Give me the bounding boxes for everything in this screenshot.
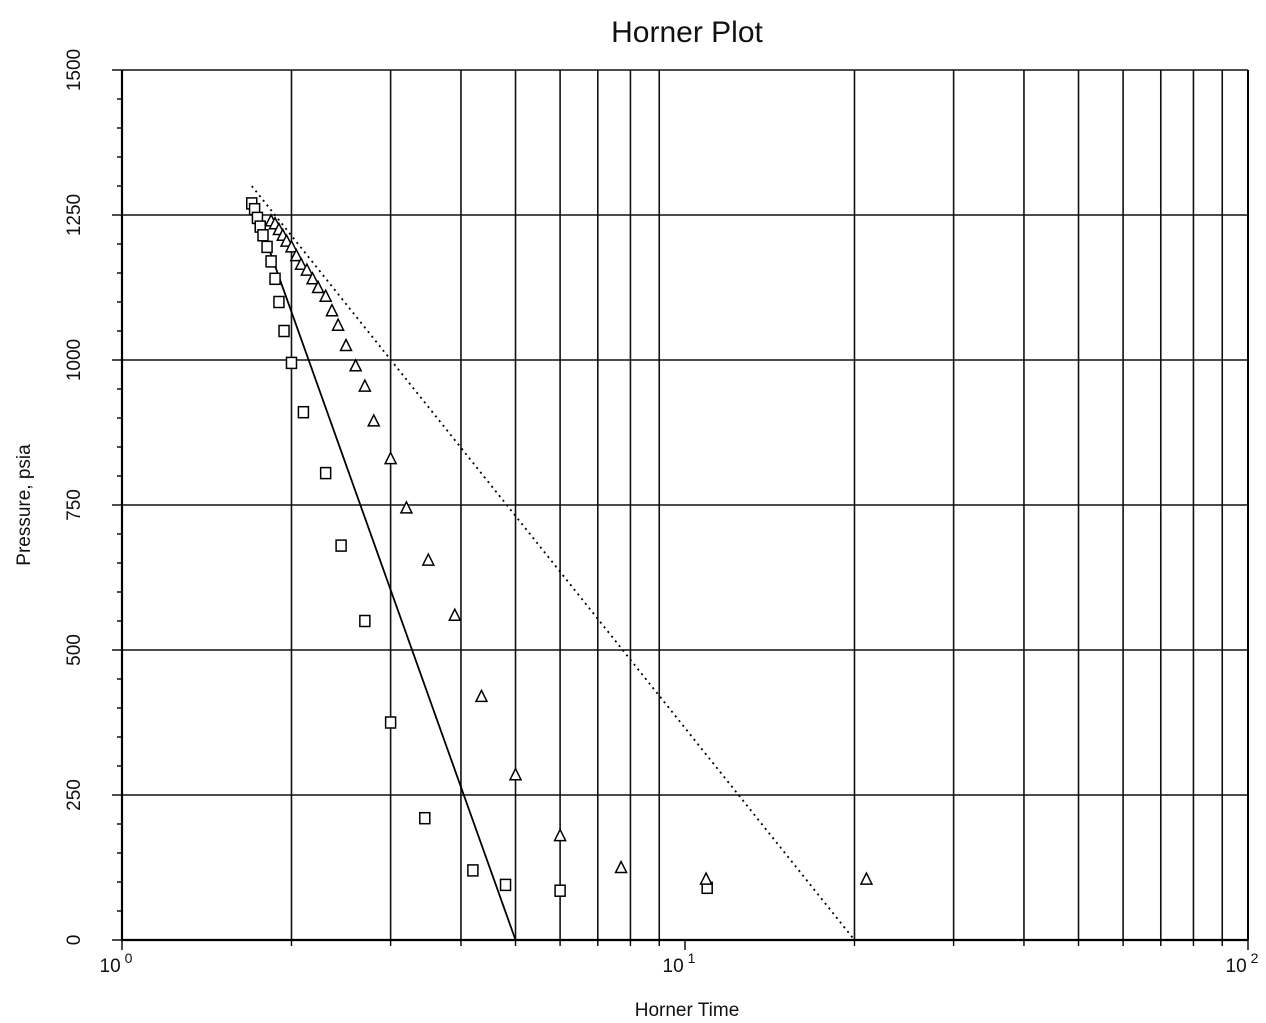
y-tick-label: 1000 [64,339,85,381]
data-markers [245,197,874,897]
triangle-marker [318,288,333,302]
y-tick-label: 500 [64,634,85,666]
triangle-marker [284,239,299,253]
y-tick-label: 250 [64,779,85,811]
triangle-marker [305,271,320,285]
triangle-marker [294,256,308,271]
triangle-marker [508,767,523,781]
square-marker [285,356,298,370]
x-tick-label: 10 0 [100,950,133,977]
dotted-trend-line [251,185,856,941]
solid-trend-line [250,200,517,941]
triangle-marker [348,358,363,372]
square-marker [499,878,512,892]
x-tick-labels: 10 0 10 1 10 2 [100,950,1259,977]
square-marker [419,811,431,825]
triangle-marker [383,450,398,465]
triangle-marker [448,607,462,621]
triangle-marker [339,337,353,352]
square-marker [297,405,310,419]
square-marker [273,295,285,309]
triangle-marker [311,279,325,294]
square-marker [278,324,290,338]
square-marker [554,884,566,897]
x-tick-label: 10 1 [663,950,696,977]
square-marker [265,255,277,268]
square-marker [384,716,397,729]
y-tick-label: 1500 [64,49,85,91]
triangle-marker [331,317,345,331]
chart-title: Horner Plot [611,16,763,49]
triangle-marker [859,871,874,885]
grid [122,69,1248,940]
triangle-marker [399,500,414,514]
triangle-marker [300,262,314,276]
triangle-marker [367,413,381,427]
triangle-marker [421,552,436,566]
y-tick-label: 750 [64,489,85,521]
y-tick-label: 0 [64,935,85,946]
triangle-marker [553,827,567,842]
square-marker [257,229,269,242]
triangle-marker [699,871,713,885]
y-tick-labels: 0 250 500 750 1000 1250 1500 [64,49,85,945]
square-marker [467,864,479,877]
square-marker [261,240,273,254]
triangle-marker [279,233,294,247]
triangle-marker [325,303,339,317]
triangle-marker [474,688,489,703]
square-marker [359,614,371,628]
triangle-marker [614,859,628,874]
y-tick-label: 1250 [64,194,85,236]
triangle-marker [289,247,304,262]
x-axis-label: Horner Time [635,1000,740,1021]
square-marker [319,466,332,480]
triangle-marker [358,378,372,392]
y-axis-label: Pressure, psia [14,444,35,566]
square-marker [269,272,281,286]
axes [112,69,1249,950]
reference-lines [250,185,856,941]
square-marker [335,539,347,552]
x-tick-label: 10 2 [1226,950,1259,977]
